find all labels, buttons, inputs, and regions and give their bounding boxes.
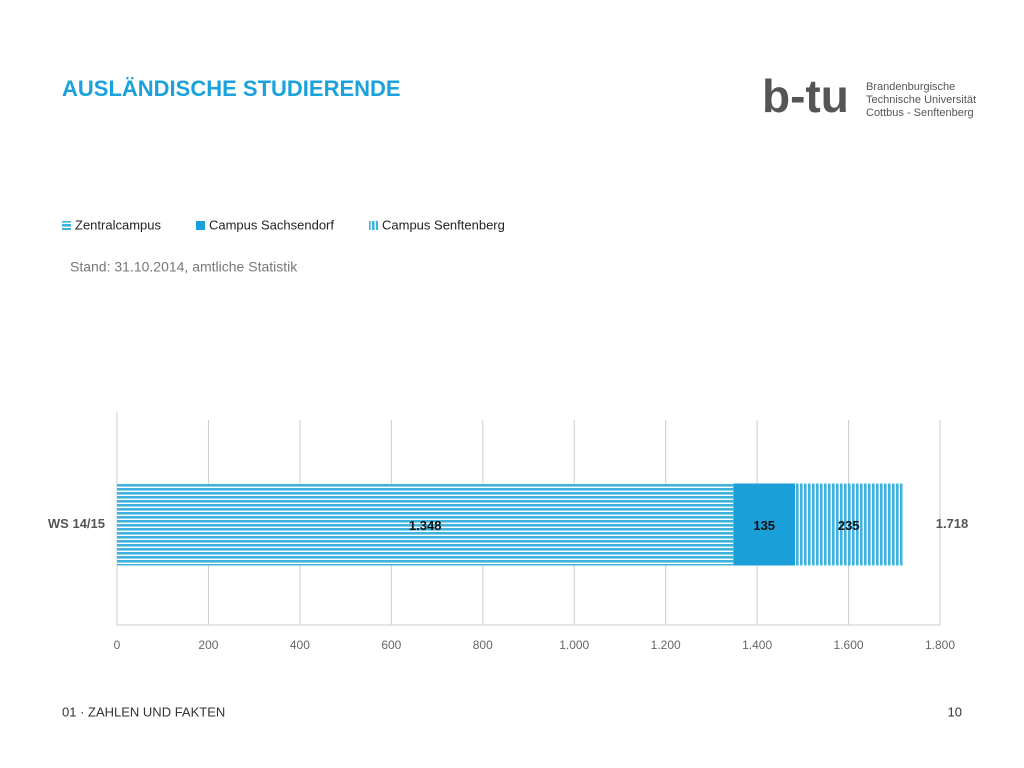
x-tick-label: 800 [473, 638, 493, 652]
bar-segment [733, 483, 796, 566]
footer-section: 01 · ZAHLEN UND FAKTEN [62, 704, 225, 719]
logo-mark: b-tu [762, 70, 849, 122]
y-tick-label: WS 14/15 [48, 516, 105, 531]
legend-swatch [195, 221, 205, 230]
x-tick-label: 1.600 [834, 638, 864, 652]
x-tick-label: 600 [381, 638, 401, 652]
logo-text: Brandenburgische [866, 81, 955, 93]
chart-subtitle: Stand: 31.10.2014, amtliche Statistik [70, 259, 298, 275]
logo-text: Cottbus - Senftenberg [866, 107, 974, 119]
bar-segment [117, 483, 734, 566]
legend-swatch [369, 221, 378, 230]
data-label: 1.348 [409, 518, 442, 533]
x-tick-label: 1.400 [742, 638, 772, 652]
logo-text: Technische Universität [866, 94, 976, 106]
legend-label: Zentralcampus [75, 217, 161, 232]
x-tick-label: 0 [114, 638, 121, 652]
data-label: 135 [753, 518, 775, 533]
slide-title: AUSLÄNDISCHE STUDIERENDE [62, 76, 401, 101]
legend-label: Campus Senftenberg [382, 217, 505, 232]
total-label: 1.718 [936, 516, 969, 531]
bar-segment [795, 483, 903, 566]
x-tick-label: 1.000 [559, 638, 589, 652]
legend-swatch [62, 221, 71, 230]
x-tick-label: 1.200 [651, 638, 681, 652]
legend-label: Campus Sachsendorf [209, 217, 334, 232]
page-number: 10 [948, 704, 962, 719]
x-tick-label: 200 [198, 638, 218, 652]
x-tick-label: 1.800 [925, 638, 955, 652]
data-label: 235 [838, 518, 860, 533]
x-tick-label: 400 [290, 638, 310, 652]
